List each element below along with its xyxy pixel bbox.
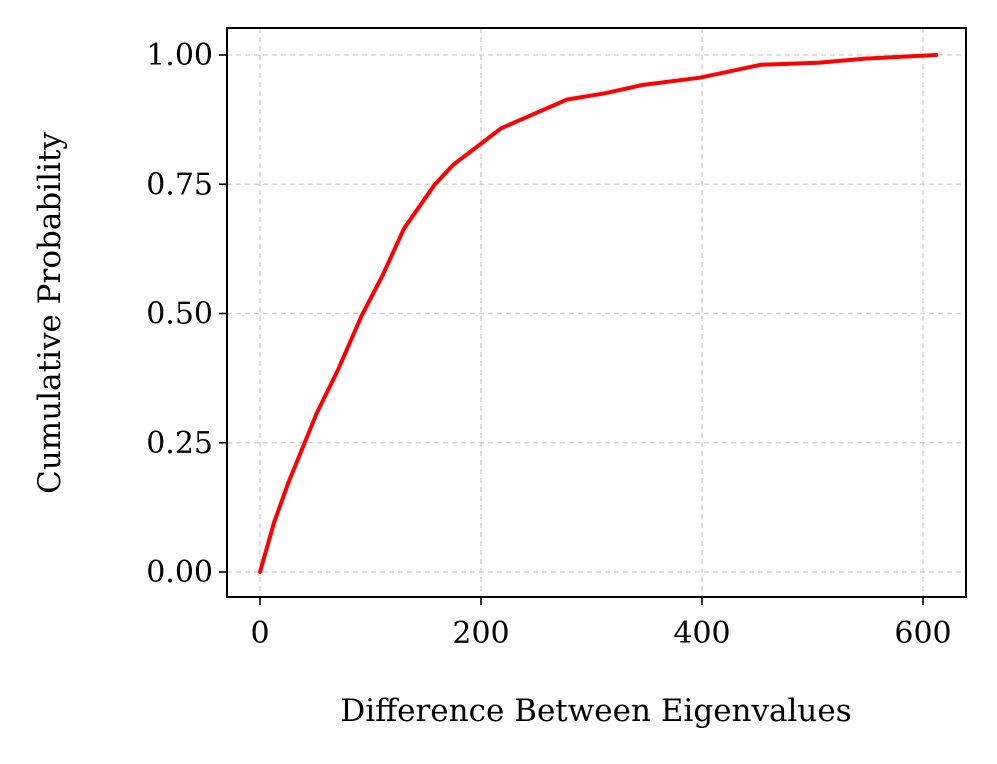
y-tick-label: 1.00 [146,38,213,73]
y-tick-label: 0.25 [146,426,213,461]
y-tick-label: 0.75 [146,167,213,202]
x-tick-label: 600 [894,616,951,651]
x-tick-label: 400 [673,616,730,651]
y-tick-label: 0.00 [146,555,213,590]
cdf-line [258,53,939,574]
y-tick-label: 0.50 [146,297,213,332]
x-axis-label: Difference Between Eigenvalues [340,693,851,729]
x-tick-label: 200 [452,616,509,651]
plot-background [227,28,966,597]
series-layer [258,53,939,574]
y-axis-label: Cumulative Probability [32,132,68,494]
plot-frame [226,27,967,598]
y-axis-ticks: 0.00 0.25 0.50 0.75 1.00 [146,38,227,590]
x-axis-ticks: 0 200 400 600 [250,597,952,651]
x-tick-label: 0 [250,616,269,651]
grid [227,28,966,597]
